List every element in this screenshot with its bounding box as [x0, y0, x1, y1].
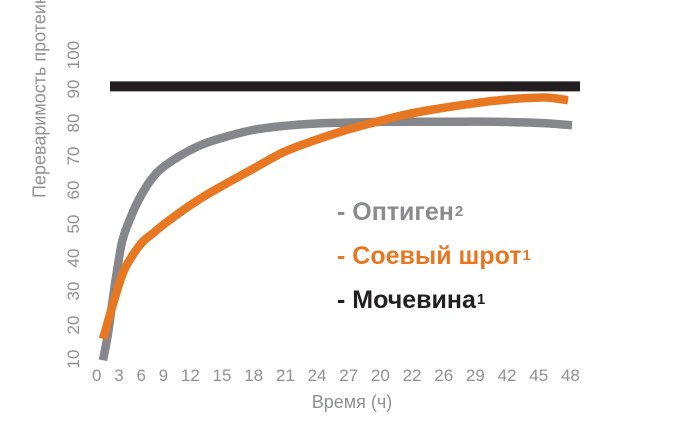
- x-tick-label: 42: [497, 366, 517, 385]
- legend-label: - Мочевина: [337, 285, 476, 314]
- legend-item-0: - Оптиген 2: [337, 197, 464, 226]
- legend-label: - Оптиген: [337, 197, 454, 226]
- y-tick-label: 60: [64, 180, 83, 200]
- y-axis-tick-labels: 100 90 80 70 60 50 40 30 20 10: [56, 41, 92, 372]
- y-tick-label: 20: [64, 315, 83, 335]
- x-tick-label: 21: [275, 366, 295, 385]
- x-tick-label: 18: [244, 366, 264, 385]
- chart-legend: - Оптиген 2 - Соевый шрот 1 - Мочевина 1: [337, 190, 531, 322]
- y-tick-label: 40: [64, 248, 83, 268]
- x-axis-title: Время (ч): [311, 392, 393, 412]
- x-tick-label: 20: [370, 366, 390, 385]
- x-tick-label: 48: [560, 366, 580, 385]
- x-tick-label: 29: [465, 366, 485, 385]
- series-line-1: [98, 93, 569, 341]
- y-tick-label: 30: [64, 281, 83, 301]
- x-tick-label: 3: [114, 366, 124, 385]
- y-tick-label: 100: [64, 40, 83, 70]
- y-tick-label: 70: [64, 146, 83, 166]
- y-tick-label: 10: [64, 349, 83, 369]
- x-tick-label: 45: [529, 366, 549, 385]
- legend-label: - Соевый шрот: [337, 241, 522, 270]
- x-tick-label: 22: [402, 366, 422, 385]
- x-tick-label: 26: [434, 366, 454, 385]
- y-tick-label: 50: [64, 214, 83, 234]
- x-tick-label: 15: [212, 366, 232, 385]
- x-tick-label: 0: [92, 366, 102, 385]
- legend-item-1: - Соевый шрот 1: [337, 241, 531, 270]
- x-tick-label: 6: [136, 366, 146, 385]
- x-tick-label: 27: [339, 366, 359, 385]
- y-tick-label: 80: [64, 113, 83, 132]
- x-tick-label: 24: [307, 366, 327, 385]
- series-line-0: [98, 117, 573, 362]
- x-tick-label: 9: [158, 366, 169, 385]
- x-tick-label: 12: [180, 366, 200, 385]
- y-tick-label: 90: [64, 79, 83, 99]
- x-axis-tick-labels: 0 3 6 9 12 15 18 21 24 27 20 22 26 29 42 45 48: [92, 366, 580, 386]
- legend-item-2: - Мочевина 1: [337, 285, 486, 314]
